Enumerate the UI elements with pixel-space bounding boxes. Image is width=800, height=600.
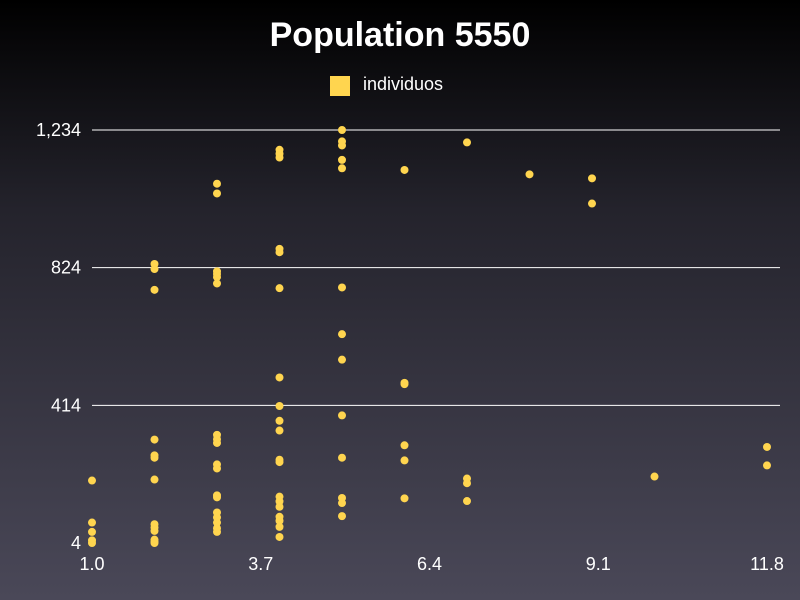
data-point — [400, 456, 409, 465]
data-point — [650, 472, 659, 481]
data-point — [150, 539, 159, 547]
data-point — [275, 458, 284, 467]
data-point — [463, 479, 471, 488]
data-point — [150, 475, 159, 484]
data-point — [213, 518, 221, 527]
data-point — [213, 527, 221, 536]
data-point — [275, 284, 284, 293]
chart-title: Population 5550 — [270, 16, 531, 54]
y-tick-label: 824 — [51, 258, 81, 278]
y-tick-label: 414 — [51, 395, 81, 415]
data-point — [338, 155, 346, 164]
data-point — [338, 512, 346, 521]
data-point — [275, 373, 284, 382]
data-point — [213, 179, 221, 188]
legend-label: individuos — [363, 74, 443, 94]
y-axis-ticks: 4 414 824 1,234 — [36, 120, 81, 553]
x-tick-label: 9.1 — [586, 554, 611, 574]
data-point — [213, 493, 221, 502]
x-tick-label: 6.4 — [417, 554, 442, 574]
data-point — [525, 170, 534, 179]
data-point — [588, 199, 596, 208]
data-point — [338, 283, 346, 292]
data-point — [400, 380, 409, 389]
data-point — [275, 522, 284, 531]
data-point — [400, 165, 409, 174]
data-point — [338, 141, 346, 150]
data-point — [275, 502, 284, 511]
data-point — [275, 426, 284, 435]
data-point — [400, 441, 409, 450]
data-points — [88, 126, 771, 547]
data-point — [213, 189, 221, 198]
data-point — [150, 435, 159, 444]
data-point — [150, 453, 159, 462]
data-point — [338, 499, 346, 508]
data-point — [150, 265, 159, 274]
x-tick-label: 11.8 — [750, 554, 784, 574]
data-point — [338, 355, 346, 364]
data-point — [763, 442, 771, 451]
legend-swatch — [330, 76, 350, 96]
data-point — [213, 438, 221, 447]
data-point — [275, 416, 284, 425]
y-tick-label: 4 — [71, 533, 81, 553]
data-point — [88, 539, 96, 547]
data-point — [275, 402, 284, 411]
data-point — [213, 464, 221, 473]
data-point — [88, 527, 96, 536]
data-point — [213, 279, 221, 288]
data-point — [275, 153, 284, 162]
data-point — [338, 330, 346, 339]
data-point — [338, 411, 346, 420]
data-point — [88, 476, 96, 485]
x-tick-label: 3.7 — [248, 554, 273, 574]
data-point — [763, 461, 771, 470]
y-tick-label: 1,234 — [36, 120, 81, 140]
data-point — [213, 273, 221, 282]
x-tick-label: 1.0 — [79, 554, 104, 574]
data-point — [275, 532, 284, 541]
data-point — [88, 518, 96, 527]
data-point — [150, 285, 159, 294]
data-point — [588, 174, 596, 183]
data-point — [275, 516, 284, 525]
gridlines — [92, 129, 780, 406]
x-axis-ticks: 1.0 3.7 6.4 9.1 11.8 — [79, 554, 783, 574]
data-point — [463, 497, 471, 506]
legend: individuos — [330, 74, 443, 96]
data-point — [338, 164, 346, 173]
data-point — [463, 138, 471, 147]
data-point — [338, 126, 346, 134]
data-point — [400, 494, 409, 503]
data-point — [150, 526, 159, 535]
data-point — [338, 453, 346, 462]
data-point — [275, 248, 284, 257]
